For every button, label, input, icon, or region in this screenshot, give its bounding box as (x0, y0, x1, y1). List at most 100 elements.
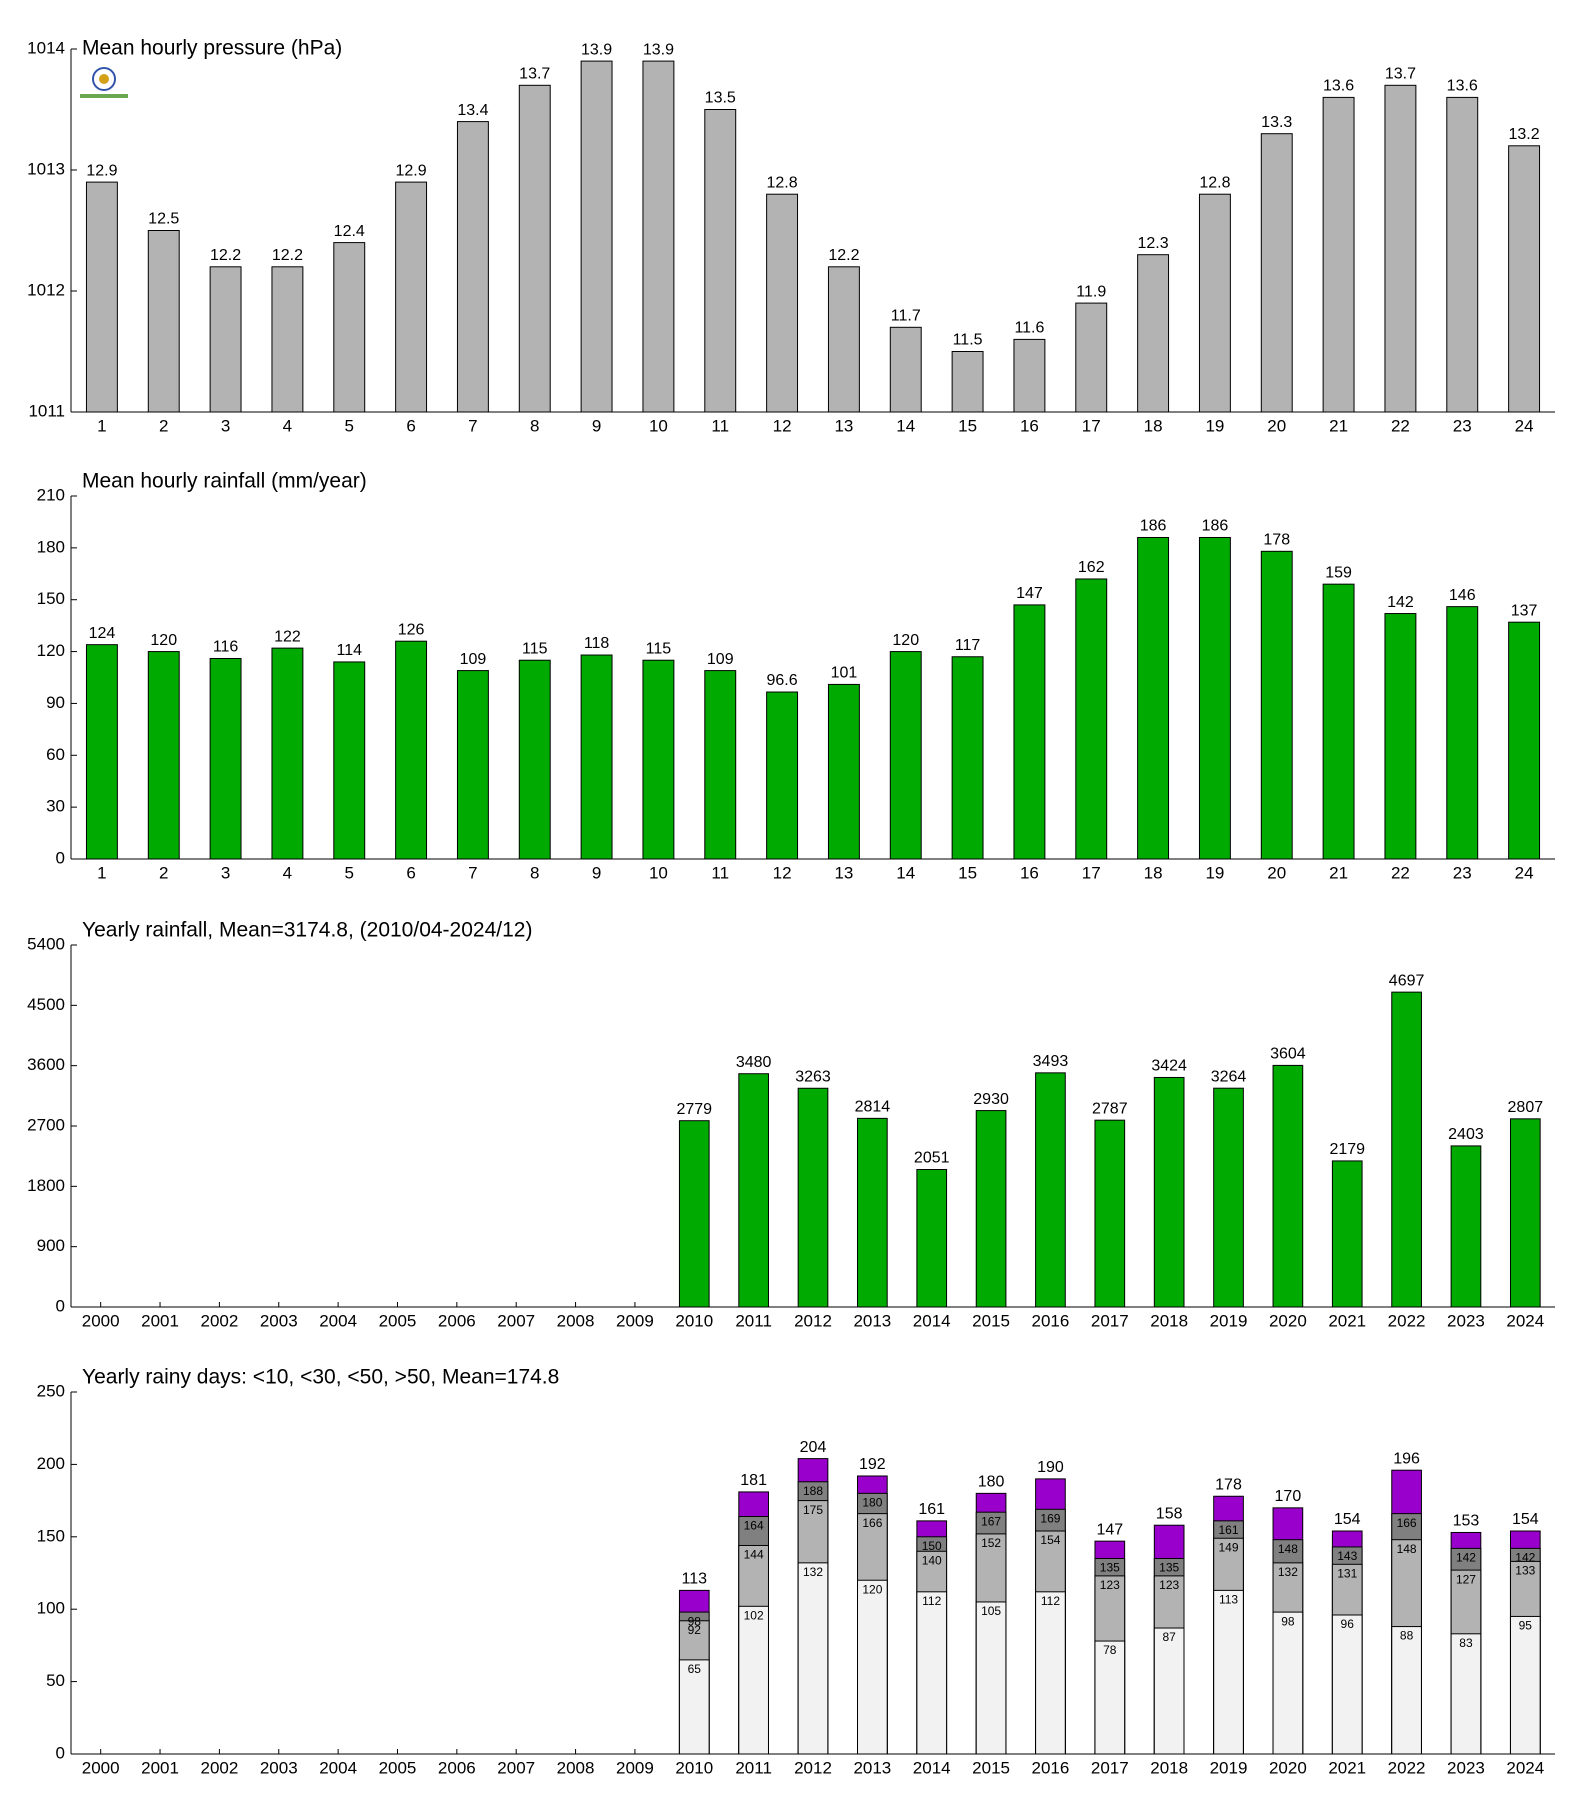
chart-title: Yearly rainfall, Mean=3174.8, (2010/04-2… (82, 919, 532, 942)
value-label: 98 (688, 1614, 702, 1628)
value-label: 13.5 (705, 90, 736, 107)
bar (271, 647, 304, 860)
bar (1384, 84, 1417, 413)
bar (704, 670, 737, 860)
y-tick-label: 900 (37, 1236, 65, 1255)
bar (1013, 604, 1046, 860)
x-tick-label: 5 (345, 863, 354, 882)
bar (1446, 606, 1479, 860)
bar (951, 656, 984, 860)
value-label: 2930 (973, 1091, 1009, 1108)
value-label: 95 (1519, 1619, 1533, 1633)
y-tick-label: 100 (37, 1599, 65, 1618)
value-label: 144 (744, 1548, 764, 1562)
bar-segment (1035, 1591, 1066, 1755)
bar (85, 181, 118, 413)
value-label: 159 (1325, 564, 1352, 581)
x-tick-label: 2007 (497, 1758, 535, 1777)
x-tick-label: 2014 (913, 1758, 951, 1777)
value-label: 2787 (1092, 1100, 1128, 1117)
y-tick-label: 0 (56, 1743, 65, 1762)
bar (209, 657, 242, 860)
bar (147, 651, 180, 860)
x-tick-label: 16 (1020, 863, 1039, 882)
y-tick-label: 1012 (27, 280, 65, 299)
bar-segment (678, 1659, 710, 1755)
x-tick-label: 2018 (1150, 1311, 1188, 1330)
value-label: 12.8 (767, 174, 798, 191)
bar (271, 266, 304, 413)
value-label: 115 (522, 640, 548, 657)
value-label: 158 (1156, 1505, 1183, 1522)
bar-segment (857, 1579, 888, 1755)
x-tick-label: 2009 (616, 1758, 654, 1777)
x-tick-label: 23 (1453, 863, 1472, 882)
x-tick-label: 2006 (438, 1311, 476, 1330)
bar (333, 242, 366, 413)
x-tick-label: 2001 (141, 1758, 179, 1777)
x-tick-label: 2011 (735, 1758, 772, 1777)
value-label: 11.7 (891, 308, 921, 325)
bar (1260, 133, 1293, 413)
value-label: 65 (688, 1662, 702, 1676)
value-label: 11.9 (1076, 283, 1106, 300)
value-label: 162 (1078, 559, 1105, 576)
bar (147, 230, 180, 413)
x-tick-label: 2016 (1032, 1758, 1070, 1777)
x-tick-label: 22 (1391, 863, 1410, 882)
value-label: 13.6 (1447, 78, 1478, 95)
value-label: 2179 (1329, 1141, 1365, 1158)
value-label: 123 (1100, 1578, 1120, 1592)
chart-title: Mean hourly pressure (hPa) (82, 37, 342, 60)
value-label: 115 (646, 640, 672, 657)
x-tick-label: 2018 (1150, 1758, 1188, 1777)
value-label: 83 (1459, 1636, 1473, 1650)
value-label: 13.2 (1509, 126, 1540, 143)
value-label: 92 (688, 1623, 702, 1637)
bar (827, 266, 860, 413)
y-tick-label: 0 (56, 1296, 65, 1315)
x-tick-label: 2010 (675, 1758, 713, 1777)
value-label: 113 (682, 1571, 708, 1588)
bar (395, 181, 428, 413)
value-label: 109 (460, 651, 487, 668)
value-label: 3263 (795, 1068, 831, 1085)
x-tick-label: 10 (649, 863, 668, 882)
value-label: 101 (831, 665, 858, 682)
value-label: 167 (981, 1514, 1001, 1528)
value-label: 147 (1016, 585, 1043, 602)
value-label: 3604 (1270, 1046, 1306, 1063)
x-tick-label: 2007 (497, 1311, 535, 1330)
bar-segment (1331, 1614, 1363, 1755)
x-tick-label: 12 (773, 863, 792, 882)
value-label: 190 (1037, 1459, 1064, 1476)
value-label: 132 (803, 1565, 823, 1579)
value-label: 13.3 (1261, 114, 1292, 131)
bar (1384, 613, 1417, 860)
value-label: 112 (922, 1594, 941, 1608)
value-label: 161 (918, 1501, 945, 1518)
bar (642, 60, 675, 413)
bar (704, 109, 737, 413)
bar (1322, 96, 1355, 413)
value-label: 13.9 (643, 41, 674, 58)
value-label: 2779 (676, 1101, 712, 1118)
value-label: 120 (150, 632, 177, 649)
bar (1272, 1064, 1304, 1308)
value-label: 148 (1278, 1542, 1298, 1556)
x-tick-label: 2015 (972, 1311, 1010, 1330)
value-label: 98 (1281, 1614, 1295, 1628)
x-tick-label: 16 (1020, 416, 1039, 435)
value-label: 146 (1449, 587, 1476, 604)
value-label: 12.2 (828, 247, 859, 264)
bar (951, 351, 984, 413)
value-label: 105 (981, 1604, 1001, 1618)
x-tick-label: 2021 (1328, 1758, 1366, 1777)
y-tick-label: 150 (37, 1526, 65, 1545)
x-tick-label: 2004 (319, 1311, 357, 1330)
x-tick-label: 2017 (1091, 1758, 1129, 1777)
x-tick-label: 17 (1082, 863, 1101, 882)
value-label: 133 (1515, 1564, 1535, 1578)
value-label: 2807 (1508, 1099, 1544, 1116)
